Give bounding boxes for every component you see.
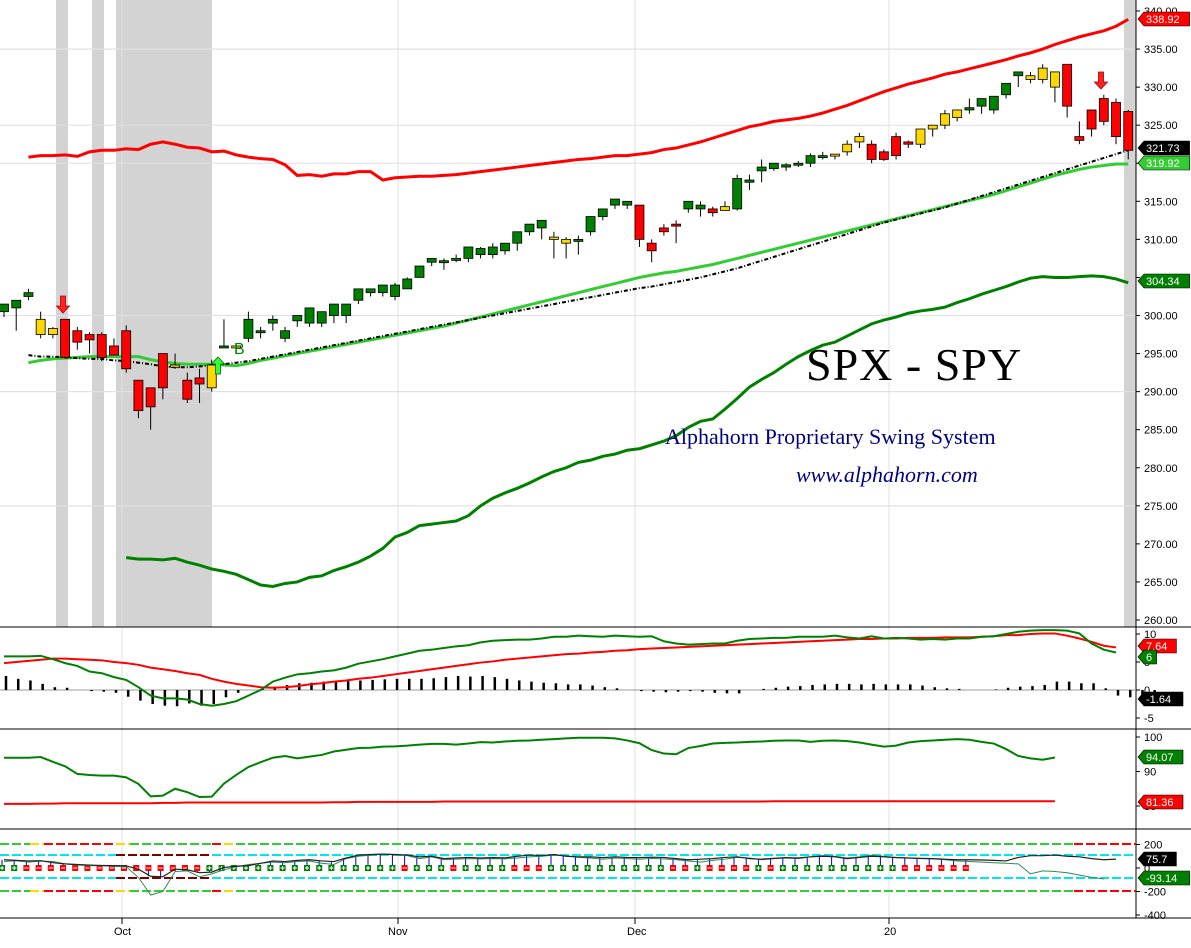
svg-text:-400: -400: [1144, 910, 1166, 922]
x-label-20: 20: [884, 926, 897, 938]
svg-text:310.00: 310.00: [1144, 234, 1178, 246]
svg-text:295.00: 295.00: [1144, 349, 1178, 361]
x-label-nov: Nov: [388, 926, 408, 938]
gridlines: [0, 0, 1191, 919]
svg-text:338.92: 338.92: [1146, 14, 1180, 26]
chart-subtitle: Alphahorn Proprietary Swing System: [665, 424, 996, 449]
svg-text:335.00: 335.00: [1144, 44, 1178, 56]
svg-text:6: 6: [1146, 652, 1152, 664]
svg-text:B: B: [234, 341, 245, 358]
x-label-dec: Dec: [627, 926, 647, 938]
svg-text:325.00: 325.00: [1144, 120, 1178, 132]
stochastic-panel: [4, 736, 1056, 805]
signal-shading: [56, 0, 1136, 627]
svg-text:275.00: 275.00: [1144, 501, 1178, 513]
x-label-oct: Oct: [114, 926, 132, 938]
svg-text:100: 100: [1144, 732, 1162, 744]
svg-text:260.00: 260.00: [1144, 615, 1178, 627]
signal-arrows: B: [55, 71, 1109, 375]
svg-text:75.7: 75.7: [1146, 854, 1167, 866]
cci-panel: [0, 843, 1136, 896]
svg-text:-200: -200: [1144, 887, 1166, 899]
svg-text:0: 0: [1144, 863, 1150, 875]
svg-text:304.34: 304.34: [1146, 276, 1180, 288]
svg-text:280.00: 280.00: [1144, 463, 1178, 475]
svg-text:290.00: 290.00: [1144, 387, 1178, 399]
y-axes: 340.00335.00330.00325.00320.00315.00310.…: [121, 6, 1178, 924]
svg-text:330.00: 330.00: [1144, 82, 1178, 94]
svg-text:315.00: 315.00: [1144, 196, 1178, 208]
svg-text:10: 10: [1144, 629, 1156, 641]
svg-text:270.00: 270.00: [1144, 539, 1178, 551]
svg-text:285.00: 285.00: [1144, 425, 1178, 437]
macd-panel: [0, 629, 1156, 707]
svg-text:265.00: 265.00: [1144, 577, 1178, 589]
svg-text:-93.14: -93.14: [1146, 873, 1177, 885]
svg-text:94.07: 94.07: [1146, 752, 1174, 764]
svg-text:321.73: 321.73: [1146, 143, 1180, 155]
svg-text:-1.64: -1.64: [1146, 694, 1171, 706]
svg-text:81.36: 81.36: [1146, 797, 1174, 809]
value-tags: 338.92321.73319.92304.347.646-1.6494.078…: [1137, 11, 1190, 886]
chart-title: SPX - SPY: [806, 339, 1023, 390]
svg-text:200: 200: [1144, 840, 1162, 852]
svg-text:319.92: 319.92: [1146, 158, 1180, 170]
svg-text:0: 0: [1144, 685, 1150, 697]
svg-text:90: 90: [1144, 767, 1156, 779]
candlesticks: [0, 63, 1134, 430]
svg-text:300.00: 300.00: [1144, 311, 1178, 323]
svg-text:-5: -5: [1144, 713, 1154, 725]
website-link[interactable]: www.alphahorn.com: [796, 462, 978, 487]
